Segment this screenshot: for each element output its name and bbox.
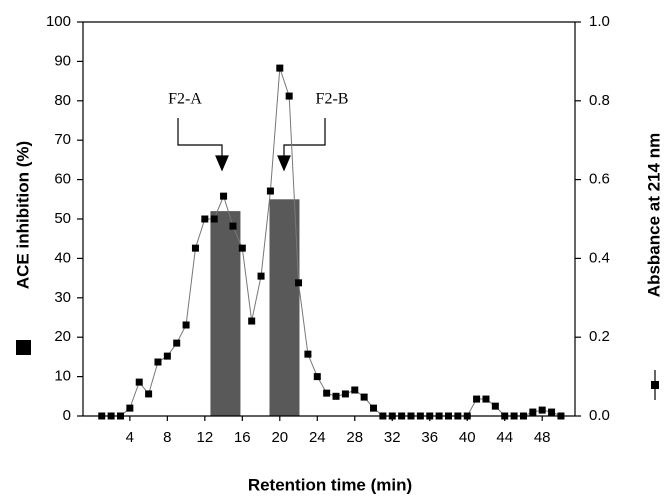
y-tick-label: 20 <box>54 328 71 345</box>
x-tick-label: 44 <box>496 429 513 446</box>
y-tick-label: 0 <box>63 407 71 424</box>
x-tick-label: 24 <box>309 429 326 446</box>
point <box>304 350 312 358</box>
y-axis-title: ACE inhibition (%) <box>13 141 32 289</box>
point <box>182 321 190 329</box>
point <box>201 215 209 223</box>
y2-tick-label: 0.6 <box>589 171 610 188</box>
point <box>238 244 246 252</box>
y-tick-label: 40 <box>54 249 71 266</box>
x-tick-label: 32 <box>384 429 401 446</box>
point <box>313 373 321 381</box>
point <box>323 389 331 397</box>
x-tick-label: 8 <box>163 429 171 446</box>
legend-bar-marker <box>16 340 31 355</box>
x-axis-title: Retention time (min) <box>248 475 412 494</box>
bar <box>210 211 241 416</box>
y2-axis-title: Absbance at 214 nm <box>644 133 663 297</box>
point <box>295 279 303 287</box>
y2-tick-label: 0.8 <box>589 92 610 109</box>
y-tick-label: 30 <box>54 289 71 306</box>
point <box>257 272 265 280</box>
y-tick-label: 90 <box>54 52 71 69</box>
y2-tick-label: 1.0 <box>589 13 610 30</box>
point <box>285 92 293 100</box>
line <box>101 67 562 417</box>
point <box>191 244 199 252</box>
x-tick-label: 20 <box>271 429 288 446</box>
point <box>135 378 143 386</box>
y-tick-label: 60 <box>54 171 71 188</box>
x-tick-label: 48 <box>534 429 551 446</box>
point <box>126 404 134 412</box>
x-tick-label: 40 <box>459 429 476 446</box>
point <box>154 358 162 366</box>
point <box>538 406 546 414</box>
x-tick-label: 28 <box>346 429 363 446</box>
annotation-arrows <box>177 118 326 172</box>
y-tick-label: 100 <box>46 13 71 30</box>
point <box>248 317 256 325</box>
legend-line-marker <box>651 370 659 400</box>
point <box>491 402 499 410</box>
bar <box>269 199 300 416</box>
y-tick-label: 10 <box>54 368 71 385</box>
point <box>548 408 556 416</box>
point <box>332 392 340 400</box>
point <box>341 390 349 398</box>
y-tick-label: 80 <box>54 92 71 109</box>
point <box>370 404 378 412</box>
annotation: F2-A <box>168 91 202 108</box>
y2-tick-label: 0.2 <box>589 328 610 345</box>
point <box>351 386 359 394</box>
point <box>173 339 181 347</box>
point <box>276 64 284 72</box>
y-tick-label: 70 <box>54 131 71 148</box>
x-tick-label: 16 <box>234 429 251 446</box>
y2-tick-label: 0.0 <box>589 407 610 424</box>
point <box>529 408 537 416</box>
annotation: F2-B <box>316 91 349 108</box>
point <box>229 222 237 230</box>
y2-tick-label: 0.4 <box>589 249 610 266</box>
point <box>163 352 171 360</box>
point <box>145 390 153 398</box>
x-tick-label: 4 <box>126 429 134 446</box>
point <box>473 395 481 403</box>
point <box>482 395 490 403</box>
point <box>220 192 228 200</box>
x-tick-label: 12 <box>196 429 213 446</box>
y-tick-label: 50 <box>54 210 71 227</box>
point <box>210 215 218 223</box>
point <box>266 187 274 195</box>
x-tick-label: 36 <box>421 429 438 446</box>
point <box>360 393 368 401</box>
